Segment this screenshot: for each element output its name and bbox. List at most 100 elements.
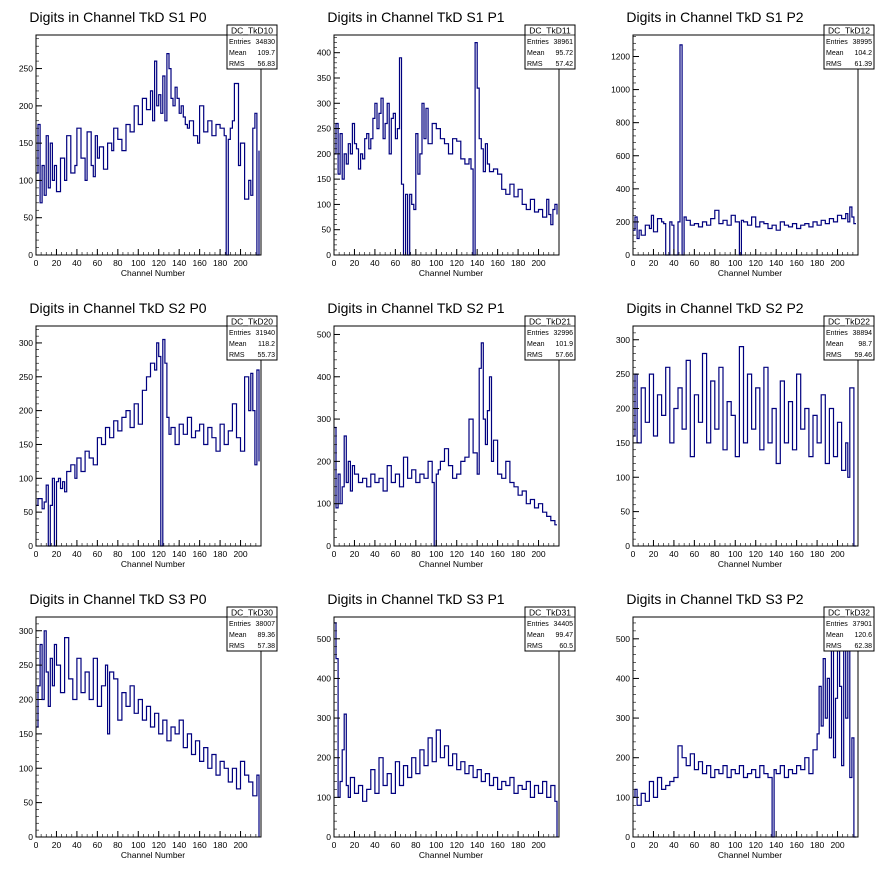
- x-tick-label: 160: [790, 549, 804, 559]
- x-axis-label: Channel Number: [419, 850, 483, 860]
- stats-key: Entries: [527, 39, 549, 46]
- y-tick-label: 250: [19, 660, 33, 670]
- stats-box: [524, 606, 576, 652]
- x-tick-label: 160: [491, 258, 505, 268]
- chart-title: Digits in Channel TkD S2 P2: [626, 300, 803, 316]
- stats-key: RMS: [527, 61, 543, 68]
- stats-key: Entries: [229, 39, 251, 46]
- y-tick-label: 0: [28, 832, 33, 842]
- stats-box: [823, 315, 875, 361]
- x-tick-label: 20: [52, 840, 62, 850]
- stats-key: Mean: [826, 341, 844, 348]
- x-tick-label: 140: [769, 840, 783, 850]
- y-tick-label: 0: [625, 832, 630, 842]
- stats-key: RMS: [826, 61, 842, 68]
- stats-value: 99.47: [555, 632, 573, 639]
- x-axis-label: Channel Number: [121, 559, 185, 569]
- histogram-line: [334, 342, 557, 547]
- histogram-line: [334, 622, 558, 837]
- stats-name: DC_TkD31: [529, 608, 571, 618]
- stats-box: [226, 606, 278, 652]
- x-axis-label: Channel Number: [419, 559, 483, 569]
- y-tick-label: 200: [616, 404, 630, 414]
- x-tick-label: 20: [649, 549, 659, 559]
- stats-value: 57.66: [555, 352, 573, 359]
- chart-title: Digits in Channel TkD S3 P1: [327, 591, 504, 607]
- y-tick-label: 100: [616, 792, 630, 802]
- x-tick-label: 120: [152, 258, 166, 268]
- y-tick-label: 800: [616, 118, 630, 128]
- x-axis-label: Channel Number: [718, 559, 782, 569]
- x-tick-label: 160: [790, 840, 804, 850]
- stats-key: Entries: [826, 330, 848, 337]
- stats-value: 101.9: [555, 341, 573, 348]
- stats-key: Mean: [229, 632, 247, 639]
- y-tick-label: 500: [317, 329, 331, 339]
- y-tick-label: 150: [317, 174, 331, 184]
- stats-key: RMS: [826, 352, 842, 359]
- y-tick-label: 100: [317, 792, 331, 802]
- stats-value: 32996: [554, 330, 574, 337]
- x-tick-label: 60: [690, 840, 700, 850]
- stats-value: 104.2: [854, 50, 872, 57]
- stats-key: RMS: [527, 643, 543, 650]
- y-tick-label: 250: [19, 64, 33, 74]
- chart-title: Digits in Channel TkD S2 P1: [327, 300, 504, 316]
- histogram-svg: Digits in Channel TkD S2 P00501001502002…: [19, 300, 278, 569]
- x-tick-label: 40: [72, 840, 82, 850]
- x-tick-label: 80: [710, 258, 720, 268]
- stats-value: 120.6: [854, 632, 872, 639]
- stats-value: 34405: [554, 621, 574, 628]
- x-tick-label: 40: [370, 258, 380, 268]
- stats-value: 38894: [853, 330, 873, 337]
- y-tick-label: 0: [625, 541, 630, 551]
- y-tick-label: 300: [317, 414, 331, 424]
- x-tick-label: 0: [34, 549, 39, 559]
- y-tick-label: 300: [19, 626, 33, 636]
- x-tick-label: 100: [131, 840, 145, 850]
- chart-title: Digits in Channel TkD S1 P2: [626, 9, 803, 25]
- y-tick-label: 300: [616, 713, 630, 723]
- x-tick-label: 60: [93, 840, 103, 850]
- stats-box: [524, 24, 576, 70]
- histogram-pad: Digits in Channel TkD S1 P0 0 50 100 150 200 2…: [0, 0, 298, 291]
- x-tick-label: 180: [810, 549, 824, 559]
- x-tick-label: 80: [113, 840, 123, 850]
- y-tick-label: 0: [326, 541, 331, 551]
- stats-key: Mean: [527, 632, 545, 639]
- x-tick-label: 100: [429, 840, 443, 850]
- stats-key: Mean: [229, 341, 247, 348]
- x-tick-label: 160: [193, 549, 207, 559]
- histogram-line: [36, 53, 260, 256]
- histogram-svg: Digits in Channel TkD S1 P10501001502002…: [317, 9, 576, 278]
- histogram-svg: Digits in Channel TkD S3 P20100200300400…: [616, 591, 875, 860]
- histogram-svg: Digits in Channel TkD S2 P10100200300400…: [317, 300, 576, 569]
- stats-name: DC_TkD12: [828, 26, 870, 36]
- y-tick-label: 0: [28, 250, 33, 260]
- histogram-line: [633, 346, 856, 547]
- x-tick-label: 60: [690, 549, 700, 559]
- x-tick-label: 40: [669, 258, 679, 268]
- x-tick-label: 80: [710, 840, 720, 850]
- y-tick-label: 200: [19, 406, 33, 416]
- x-tick-label: 60: [391, 549, 401, 559]
- y-tick-label: 100: [19, 473, 33, 483]
- histogram-pad: Digits in Channel TkD S3 P0 0 50 100 150 200 2…: [0, 582, 298, 873]
- x-tick-label: 20: [350, 258, 360, 268]
- x-tick-label: 60: [391, 258, 401, 268]
- y-tick-label: 500: [317, 634, 331, 644]
- x-tick-label: 0: [332, 258, 337, 268]
- y-tick-label: 500: [616, 634, 630, 644]
- x-tick-label: 0: [332, 840, 337, 850]
- x-tick-label: 100: [131, 258, 145, 268]
- stats-value: 34830: [256, 39, 276, 46]
- histogram-line: [334, 42, 558, 256]
- stats-key: Entries: [826, 39, 848, 46]
- stats-key: Entries: [229, 330, 251, 337]
- chart-title: Digits in Channel TkD S2 P0: [29, 300, 206, 316]
- x-tick-label: 200: [830, 840, 844, 850]
- stats-value: 55.73: [257, 352, 275, 359]
- y-tick-label: 50: [24, 213, 34, 223]
- x-tick-label: 160: [193, 258, 207, 268]
- stats-key: RMS: [229, 61, 245, 68]
